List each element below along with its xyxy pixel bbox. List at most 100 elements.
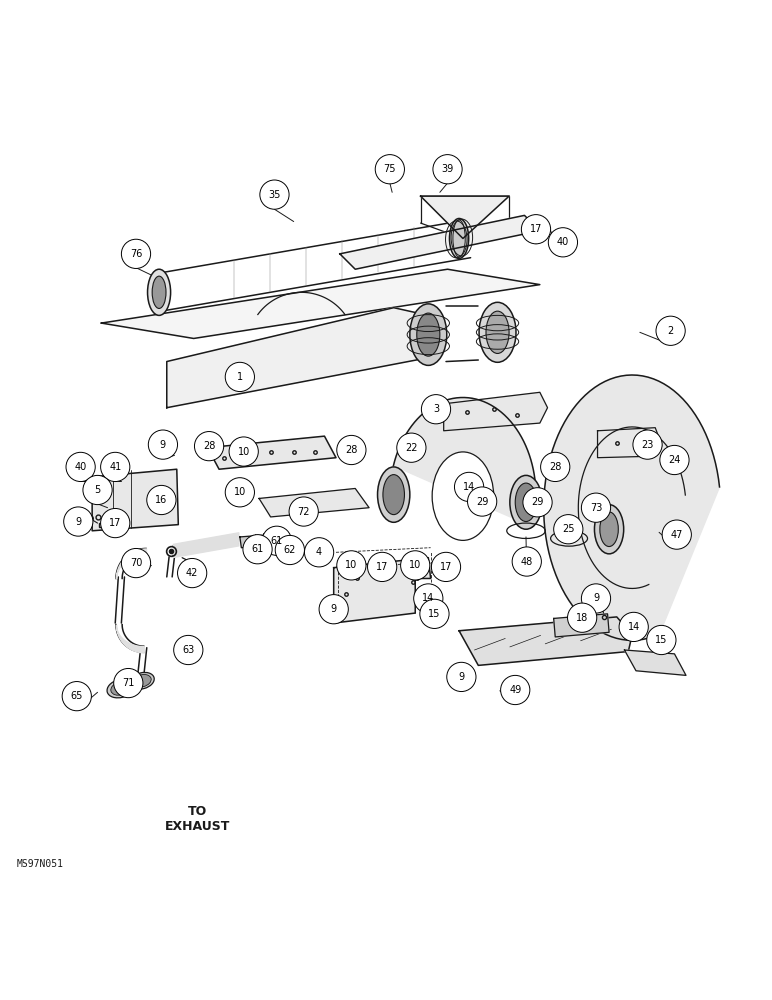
Circle shape <box>64 507 93 536</box>
Circle shape <box>113 668 143 698</box>
Ellipse shape <box>486 311 509 353</box>
Circle shape <box>148 430 178 459</box>
Text: TO
EXHAUST: TO EXHAUST <box>165 805 230 833</box>
Polygon shape <box>240 534 284 548</box>
Text: 10: 10 <box>238 447 250 457</box>
Circle shape <box>581 493 611 522</box>
Circle shape <box>420 599 449 628</box>
Text: 71: 71 <box>122 678 134 688</box>
Circle shape <box>178 558 207 588</box>
Circle shape <box>554 515 583 544</box>
Circle shape <box>243 535 273 564</box>
Circle shape <box>567 603 597 632</box>
Text: MS97N051: MS97N051 <box>17 859 64 869</box>
Ellipse shape <box>378 467 410 522</box>
Ellipse shape <box>130 672 154 689</box>
Circle shape <box>276 535 304 565</box>
Text: 40: 40 <box>74 462 86 472</box>
Text: 25: 25 <box>562 524 574 534</box>
Text: 49: 49 <box>509 685 521 695</box>
Text: 23: 23 <box>642 440 654 450</box>
Circle shape <box>660 445 689 475</box>
Text: 29: 29 <box>476 497 489 507</box>
Circle shape <box>260 180 289 209</box>
Text: 72: 72 <box>297 507 310 517</box>
Circle shape <box>100 452 130 482</box>
Circle shape <box>512 547 541 576</box>
Polygon shape <box>208 436 336 469</box>
Circle shape <box>147 485 176 515</box>
Text: 48: 48 <box>520 557 533 567</box>
Text: 35: 35 <box>269 190 281 200</box>
Circle shape <box>100 508 130 538</box>
Polygon shape <box>625 650 686 675</box>
Circle shape <box>397 433 426 462</box>
Circle shape <box>337 435 366 465</box>
Text: 16: 16 <box>155 495 168 505</box>
Text: 9: 9 <box>75 517 81 527</box>
Text: 62: 62 <box>283 545 296 555</box>
Text: 14: 14 <box>628 622 640 632</box>
Ellipse shape <box>510 475 542 529</box>
Ellipse shape <box>383 475 405 515</box>
Circle shape <box>401 551 430 580</box>
Ellipse shape <box>107 679 134 698</box>
Ellipse shape <box>152 276 166 308</box>
Polygon shape <box>394 398 536 527</box>
Text: 17: 17 <box>530 224 542 234</box>
Text: 40: 40 <box>557 237 569 247</box>
Circle shape <box>195 432 224 461</box>
Circle shape <box>304 538 334 567</box>
Circle shape <box>375 155 405 184</box>
Polygon shape <box>598 428 662 458</box>
Text: 61: 61 <box>271 536 283 546</box>
Text: 17: 17 <box>376 562 388 572</box>
Ellipse shape <box>594 505 624 554</box>
Text: 9: 9 <box>330 604 337 614</box>
Text: 28: 28 <box>203 441 215 451</box>
Circle shape <box>225 362 255 392</box>
Circle shape <box>422 395 451 424</box>
Circle shape <box>225 478 255 507</box>
Text: 2: 2 <box>668 326 674 336</box>
Text: 18: 18 <box>576 613 588 623</box>
Circle shape <box>337 551 366 580</box>
Text: 29: 29 <box>531 497 543 507</box>
Ellipse shape <box>479 302 516 362</box>
Circle shape <box>319 595 348 624</box>
Text: 17: 17 <box>109 518 121 528</box>
Circle shape <box>656 316 686 345</box>
Polygon shape <box>340 215 540 269</box>
Polygon shape <box>334 558 431 623</box>
Text: 14: 14 <box>463 482 476 492</box>
Ellipse shape <box>133 674 151 687</box>
Ellipse shape <box>147 269 171 315</box>
Text: 15: 15 <box>655 635 668 645</box>
Text: 47: 47 <box>671 530 683 540</box>
Circle shape <box>619 612 648 642</box>
Circle shape <box>521 215 550 244</box>
Text: 9: 9 <box>459 672 465 682</box>
Circle shape <box>121 548 151 578</box>
Text: 63: 63 <box>182 645 195 655</box>
Text: 4: 4 <box>316 547 322 557</box>
Polygon shape <box>92 469 178 531</box>
Circle shape <box>432 552 461 582</box>
Circle shape <box>229 437 259 466</box>
Text: 10: 10 <box>234 487 246 497</box>
Circle shape <box>447 662 476 692</box>
Polygon shape <box>259 488 369 517</box>
Ellipse shape <box>515 483 537 522</box>
Circle shape <box>662 520 692 549</box>
Circle shape <box>433 155 462 184</box>
Text: 41: 41 <box>109 462 121 472</box>
Ellipse shape <box>432 452 493 540</box>
Circle shape <box>174 635 203 665</box>
Text: 39: 39 <box>442 164 454 174</box>
Text: 10: 10 <box>409 560 422 570</box>
Polygon shape <box>543 375 720 640</box>
Text: 65: 65 <box>70 691 83 701</box>
Circle shape <box>414 584 443 613</box>
Text: 9: 9 <box>160 440 166 450</box>
Text: 73: 73 <box>590 503 602 513</box>
